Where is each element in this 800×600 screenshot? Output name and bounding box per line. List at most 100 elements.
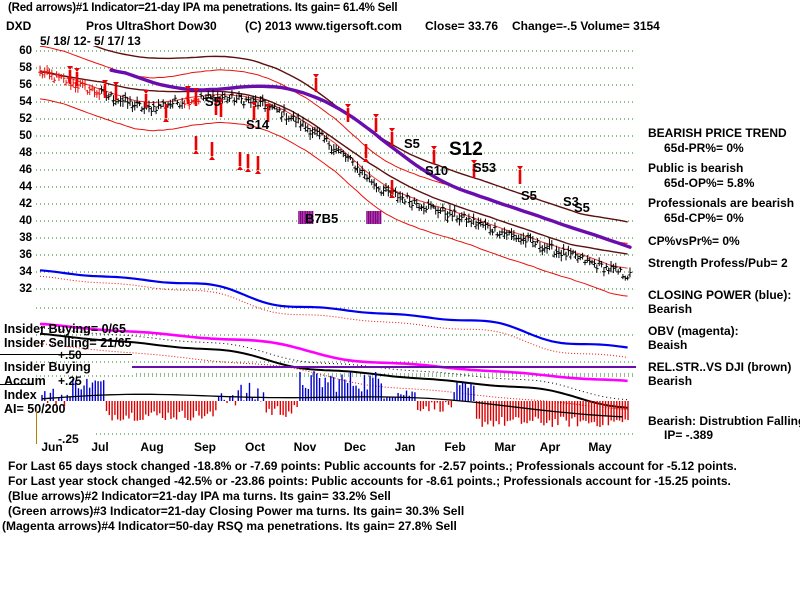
sell-arrow-icon bbox=[163, 104, 169, 122]
sell-arrow-icon bbox=[255, 156, 261, 174]
price-y-axis: 60 58 56 54 52 50 48 46 44 42 40 38 36 3… bbox=[6, 45, 32, 306]
buy-arrow-icon bbox=[517, 166, 523, 184]
signal-annotation: S3 bbox=[563, 194, 579, 209]
cp-vs-pr: CP%vsPr%= 0% bbox=[648, 234, 740, 248]
signal-annotation: S10 bbox=[425, 163, 448, 178]
x-tick-apr: Apr bbox=[539, 440, 561, 454]
date-range: 5/ 18/ 12- 5/ 17/ 13 bbox=[40, 34, 141, 48]
x-tick-dec: Dec bbox=[343, 440, 367, 454]
buy-arrow-icon bbox=[74, 68, 80, 86]
sell-arrow-icon bbox=[389, 180, 395, 198]
footer-blue-arrows: (Blue arrows)#2 Indicator=21-day IPA ma … bbox=[8, 489, 391, 503]
signal-annotation: S5 bbox=[404, 136, 420, 151]
buy-arrow-icon bbox=[193, 88, 199, 106]
accum-label: Accum bbox=[4, 374, 46, 388]
sell-arrow-icon bbox=[245, 154, 251, 172]
x-tick-aug: Aug bbox=[140, 440, 164, 454]
ai-ratio-label: AI= 50/200 bbox=[4, 402, 66, 416]
signal-annotation: S14 bbox=[246, 117, 270, 132]
closing-power-value: Bearish bbox=[648, 302, 693, 316]
y-tick: 46 bbox=[19, 164, 32, 176]
buy-arrow-icon bbox=[431, 146, 437, 164]
public-value: 65d-OP%= 5.8% bbox=[664, 176, 755, 190]
y-tick: 34 bbox=[19, 266, 32, 278]
x-tick-feb: Feb bbox=[444, 440, 466, 454]
y-tick: 50 bbox=[19, 130, 32, 142]
pros-value: 65d-CP%= 0% bbox=[664, 211, 744, 225]
time-x-axis: Jun Jul Aug Sep Oct Nov Dec Jan Feb Mar Apr May bbox=[36, 440, 636, 456]
insider-buying-zero-line bbox=[132, 366, 636, 368]
trend-title: BEARISH PRICE TREND bbox=[648, 126, 787, 140]
sell-arrow-icon bbox=[209, 142, 215, 160]
x-tick-mar: Mar bbox=[494, 440, 516, 454]
ticker-symbol: DXD bbox=[6, 19, 32, 33]
x-tick-oct: Oct bbox=[244, 440, 266, 454]
signal-annotation: S12 bbox=[449, 139, 483, 160]
signal-annotation: B7B5 bbox=[305, 211, 338, 226]
strength-profess-pub: Strength Profess/Pub= 2 bbox=[648, 256, 788, 270]
y-tick: 58 bbox=[19, 62, 32, 74]
copyright-notice: (C) 2013 www.tigersoft.com bbox=[245, 19, 402, 33]
signal-annotation: S53 bbox=[473, 160, 496, 175]
sell-arrow-icon bbox=[193, 136, 199, 154]
insider-buying-label: Insider Buying bbox=[4, 360, 91, 374]
y-tick: 48 bbox=[19, 147, 32, 159]
trend-value: 65d-PR%= 0% bbox=[664, 141, 744, 155]
y-tick: 56 bbox=[19, 79, 32, 91]
axis-marker-tick bbox=[36, 410, 37, 444]
sell-arrow-icon bbox=[237, 152, 243, 170]
change-and-volume: Change=-.5 Volume= 3154 bbox=[512, 19, 660, 33]
signal-annotation: S5 bbox=[205, 94, 221, 109]
buy-arrow-icon bbox=[265, 104, 271, 122]
signal-annotation: S5 bbox=[521, 188, 537, 203]
buy-arrow-icon bbox=[313, 74, 319, 92]
distribution-status: Bearish: Distrubtion Falling bbox=[648, 414, 800, 428]
pros-title: Professionals are bearish bbox=[648, 196, 795, 210]
buy-arrow-icon bbox=[471, 160, 477, 178]
buy-arrow-icon bbox=[185, 86, 191, 104]
red-arrows-indicator-line: (Red arrows)#1 Indicator=21-day IPA ma p… bbox=[8, 2, 398, 14]
x-tick-sep: Sep bbox=[193, 440, 217, 454]
closing-power-title: CLOSING POWER (blue): bbox=[648, 288, 792, 302]
relstr-value: Bearish bbox=[648, 374, 693, 388]
security-name: Pros UltraShort Dow30 bbox=[86, 19, 217, 33]
y-tick: 36 bbox=[19, 249, 32, 261]
buy-arrow-icon bbox=[373, 114, 379, 132]
insider-buying-count: Insider Buying= 0/65 bbox=[4, 322, 126, 336]
x-tick-jan: Jan bbox=[394, 440, 416, 454]
obv-value: Beaish bbox=[648, 338, 688, 352]
divider-insider bbox=[0, 354, 132, 355]
buy-arrow-icon bbox=[102, 80, 108, 98]
buy-arrow-icon bbox=[345, 104, 351, 122]
buy-arrow-icon bbox=[213, 97, 219, 115]
y-tick: 52 bbox=[19, 113, 32, 125]
x-tick-nov: Nov bbox=[293, 440, 317, 454]
x-tick-jul: Jul bbox=[91, 440, 109, 454]
x-tick-jun: Jun bbox=[41, 440, 63, 454]
buy-arrow-icon bbox=[113, 82, 119, 100]
y-tick: 40 bbox=[19, 215, 32, 227]
footer-magenta-arrows: (Magenta arrows)#4 Indicator=50-day RSQ … bbox=[2, 519, 457, 533]
accum-minus-25-label: -.25 bbox=[58, 432, 79, 446]
accum-plus-25-label: +.25 bbox=[58, 374, 82, 388]
buy-arrow-icon bbox=[218, 99, 224, 117]
y-tick: 54 bbox=[19, 96, 32, 108]
y-tick: 42 bbox=[19, 198, 32, 210]
buy-arrow-icon bbox=[143, 90, 149, 108]
divider-index bbox=[0, 384, 34, 385]
y-tick: 38 bbox=[19, 232, 32, 244]
insider-selling-count: Insider Selling= 21/65 bbox=[4, 336, 132, 350]
relstr-title: REL.STR..VS DJI (brown) bbox=[648, 360, 792, 374]
y-tick: 44 bbox=[19, 181, 32, 193]
price-chart-plot[interactable]: S5 S14 B7B5 S5 S12 S10 S53 S5 S3 S5 bbox=[36, 46, 636, 438]
buy-arrow-icon bbox=[251, 102, 257, 120]
close-price: Close= 33.76 bbox=[425, 19, 499, 33]
signal-annotation: S5 bbox=[574, 200, 590, 215]
footer-green-arrows: (Green arrows)#3 Indicator=21-day Closin… bbox=[8, 504, 465, 518]
buy-arrow-icon bbox=[389, 128, 395, 146]
public-title: Public is bearish bbox=[648, 161, 744, 175]
sell-arrow-icon bbox=[363, 144, 369, 162]
accum-plus-50-label: +.50 bbox=[58, 348, 82, 362]
